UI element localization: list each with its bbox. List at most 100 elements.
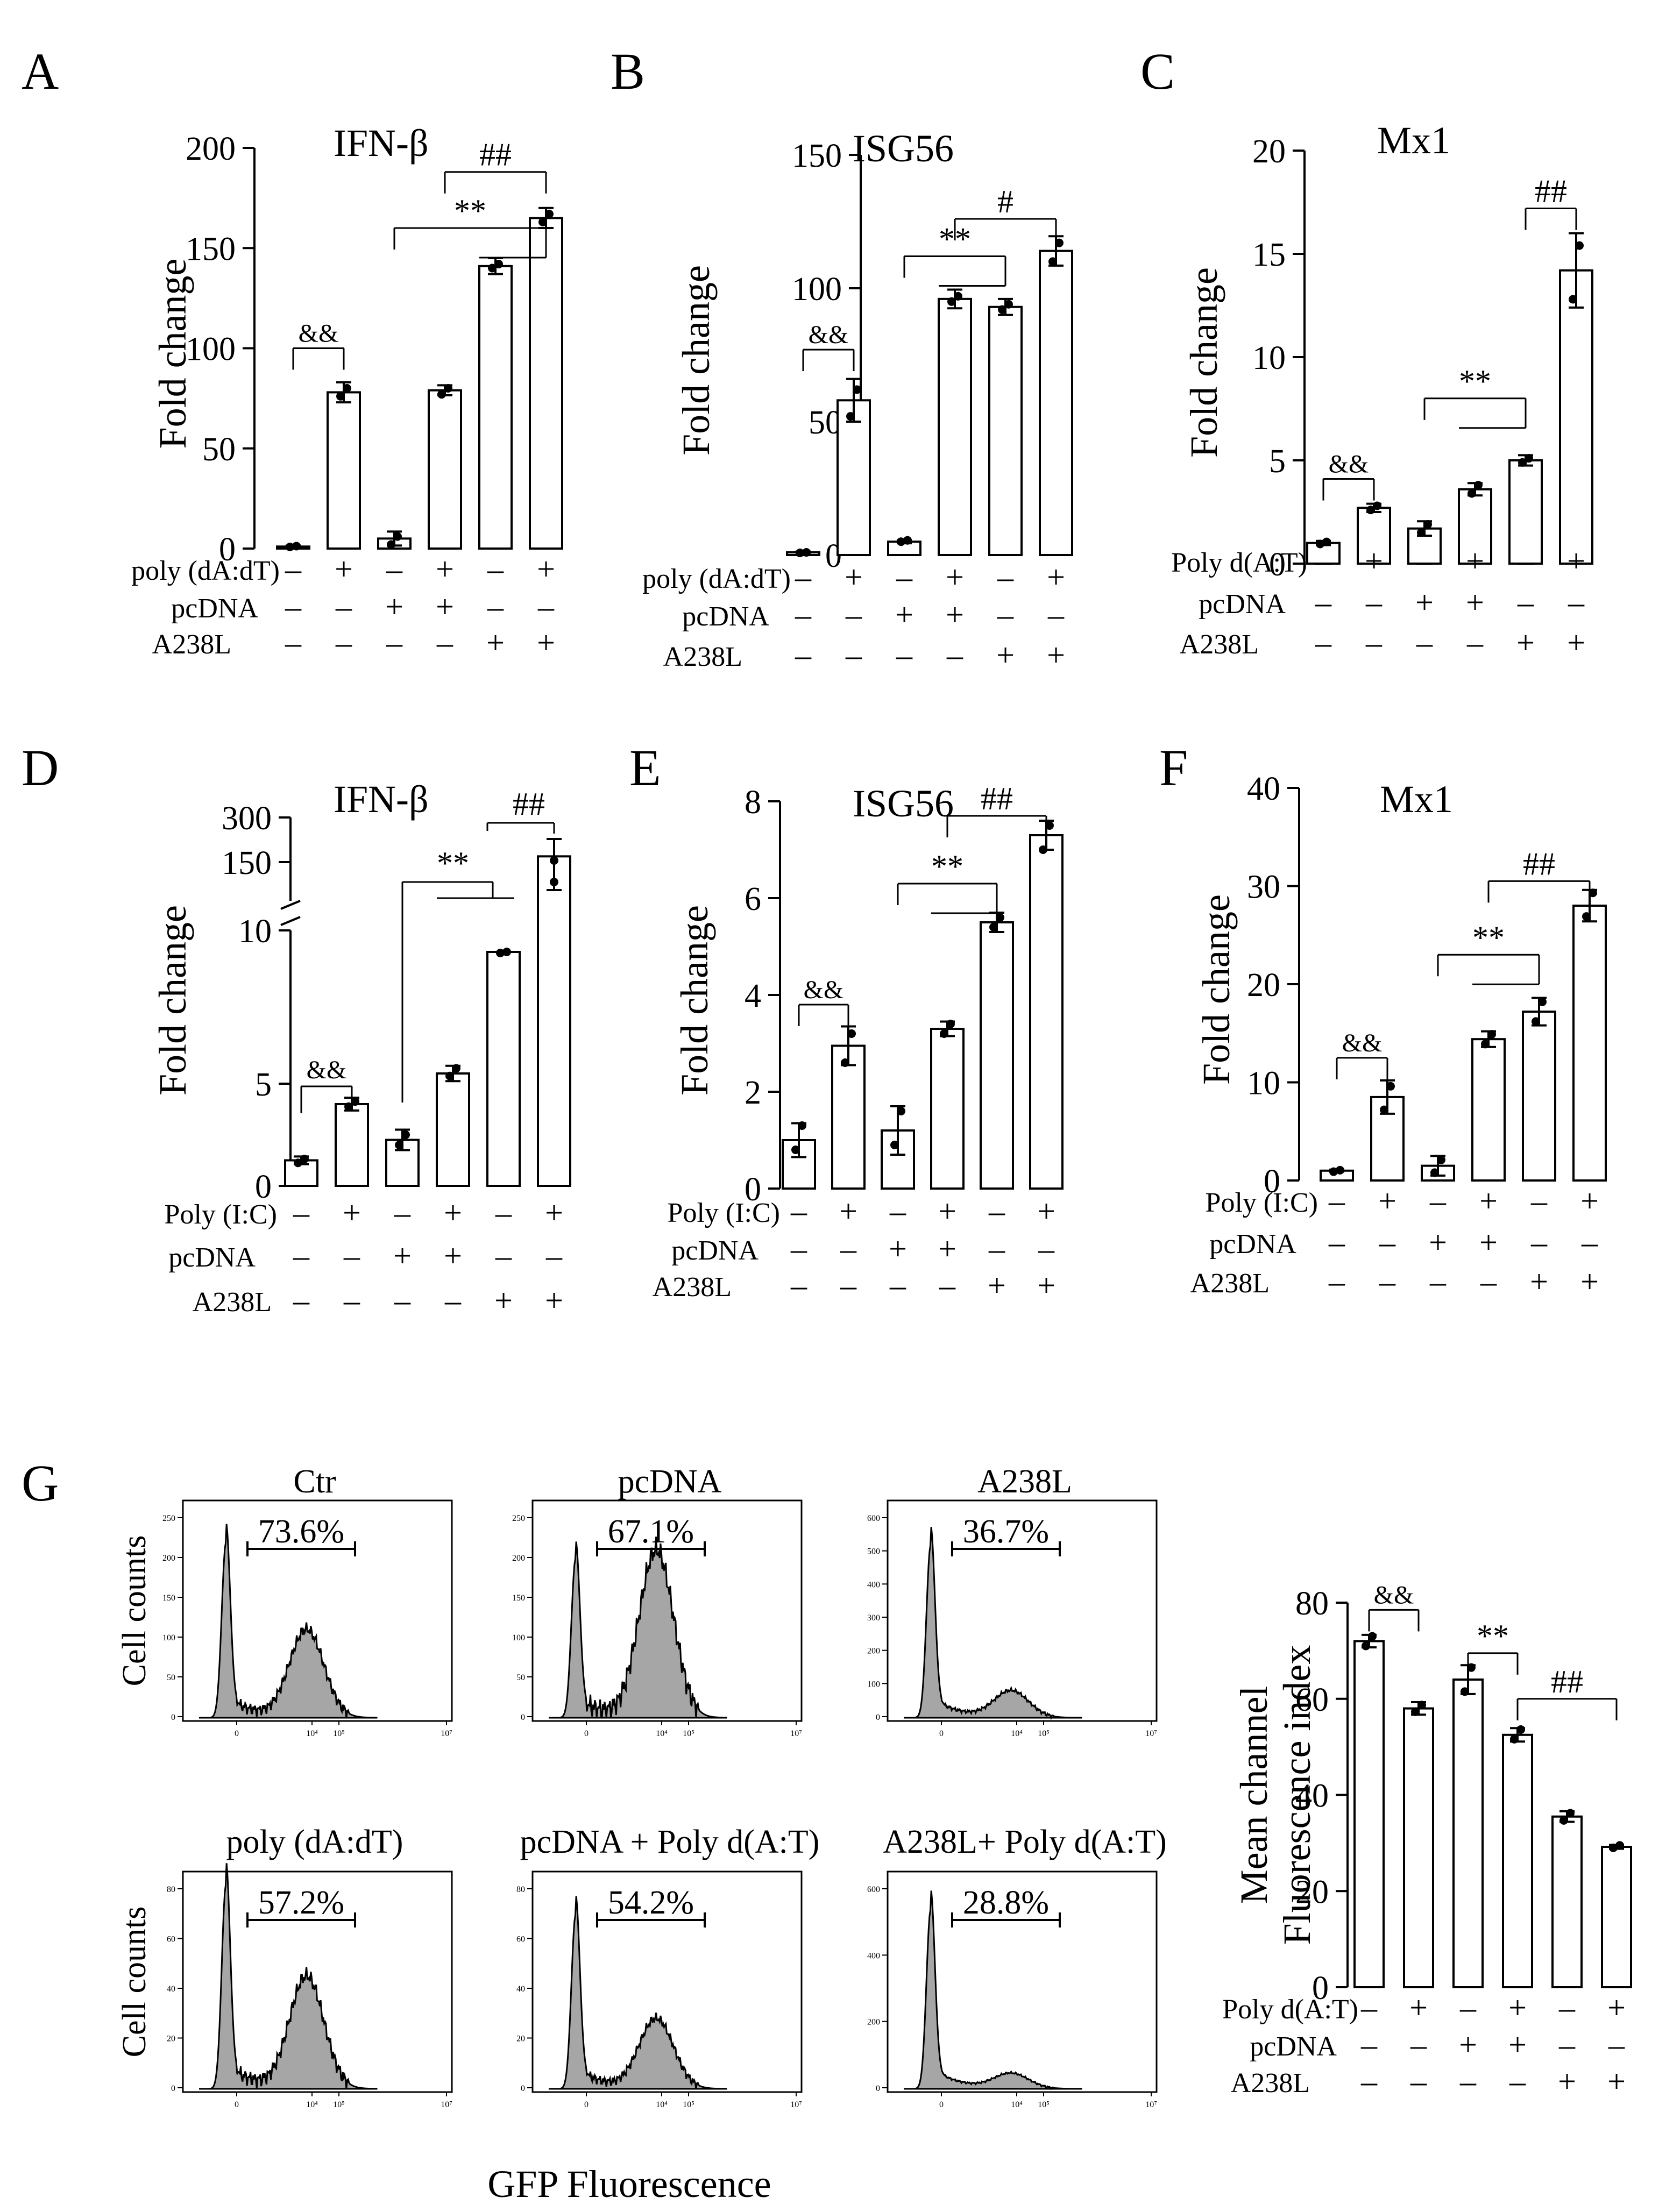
treatment-sign-g-bar: –	[1509, 2064, 1526, 2099]
y-tick-label-e: 2	[745, 1075, 761, 1111]
data-point-d	[550, 878, 558, 886]
treatment-sign-f: +	[1479, 1183, 1498, 1219]
treatment-sign-e: –	[889, 1268, 906, 1303]
histogram-y-tick-label: 0	[521, 2084, 525, 2093]
significance-mark-c: ##	[1535, 174, 1567, 209]
significance-mark-d: &&	[307, 1056, 347, 1084]
treatment-sign-g-bar: +	[1508, 1990, 1527, 2025]
treatment-sign-f: –	[1328, 1183, 1345, 1219]
significance-mark-a: ##	[479, 137, 512, 173]
y-axis-label-e: Fold change	[673, 905, 716, 1096]
data-point-f	[1487, 1030, 1496, 1039]
data-point-c	[1423, 520, 1432, 529]
treatment-sign-d: +	[444, 1195, 462, 1231]
y-tick-label-a: 50	[202, 431, 236, 468]
y-tick-label-g-bar: 0	[1312, 1970, 1329, 2007]
histogram-y-tick-label: 0	[521, 1713, 525, 1722]
histogram-title: poly (dA:dT)	[226, 1824, 403, 1860]
data-point-g-bar	[1417, 1701, 1426, 1710]
data-point-g-bar	[1411, 1707, 1420, 1716]
data-point-a	[393, 532, 402, 541]
treatment-sign-f: –	[1530, 1183, 1548, 1219]
data-point-f	[1538, 997, 1547, 1006]
data-point-f	[1430, 1168, 1439, 1177]
treatment-sign-c: +	[1466, 585, 1484, 620]
data-point-f	[1481, 1040, 1490, 1049]
x-axis-label-gfp: GFP Fluorescence	[487, 2163, 771, 2206]
treatment-sign-a: –	[537, 589, 555, 624]
significance-mark-f: ##	[1523, 846, 1555, 881]
treatment-sign-a: –	[386, 625, 403, 660]
data-point-f	[1589, 888, 1597, 898]
histogram-x-tick-label: 0	[235, 1729, 239, 1738]
treatment-sign-g-bar: +	[1558, 2064, 1576, 2099]
treatment-sign-g-bar: +	[1508, 2027, 1527, 2062]
data-point-b	[796, 549, 804, 558]
treatment-sign-c: –	[1416, 543, 1433, 579]
y-tick-label-a: 100	[186, 331, 236, 368]
y-tick-label-g-bar: 20	[1295, 1874, 1329, 1910]
bar-b	[988, 305, 1023, 556]
treatment-sign-b: –	[997, 559, 1014, 595]
treatment-sign-f: +	[1530, 1264, 1548, 1299]
treatment-sign-g-bar: –	[1360, 2027, 1378, 2062]
treatment-sign-c: +	[1567, 625, 1585, 660]
bar-f	[1522, 1011, 1556, 1182]
histogram-y-tick-label: 0	[876, 2084, 880, 2093]
data-point-b	[897, 537, 905, 546]
treatment-sign-e: –	[939, 1268, 956, 1303]
data-point-b	[1048, 257, 1057, 266]
histogram-title: A238L+ Poly d(A:T)	[883, 1824, 1166, 1860]
histogram-x-tick-label: 10⁴	[656, 2100, 668, 2109]
histogram-x-tick-label: 10⁷	[790, 1729, 802, 1738]
data-point-c	[1468, 489, 1476, 498]
y-tick-label-d: 0	[255, 1169, 272, 1205]
significance-mark-b: #	[997, 184, 1013, 219]
significance-mark-g-bar: **	[1477, 1618, 1509, 1654]
histogram-x-tick-label: 10⁷	[441, 2100, 452, 2109]
chart-title-e: ISG56	[853, 782, 954, 825]
significance-mark-g-bar: ##	[1551, 1664, 1583, 1699]
significance-mark-a: &&	[299, 319, 339, 348]
y-tick-label-c: 15	[1252, 237, 1286, 273]
treatment-sign-b: –	[946, 637, 963, 673]
data-point-d	[550, 856, 558, 865]
bar-a	[478, 265, 513, 550]
treatment-sign-g-bar: +	[1607, 1990, 1626, 2025]
data-point-a	[343, 384, 351, 393]
significance-mark-d: **	[437, 845, 469, 881]
treatment-sign-c: +	[1466, 543, 1484, 579]
treatment-sign-g-bar: +	[1607, 2064, 1626, 2099]
y-tick-label-g-bar: 80	[1295, 1585, 1329, 1622]
histogram-distribution	[549, 1896, 727, 2090]
treatment-sign-a: +	[537, 625, 555, 660]
treatment-sign-a: +	[436, 589, 454, 624]
treatment-sign-d: –	[495, 1195, 512, 1231]
treatment-sign-g-bar: –	[1360, 1990, 1378, 2025]
histogram-y-tick-label: 200	[867, 1647, 880, 1656]
y-tick-label-d: 5	[255, 1066, 272, 1103]
treatment-sign-g-bar: –	[1558, 2027, 1576, 2062]
treatment-sign-a: –	[335, 589, 352, 624]
histogram-x-tick-label: 10⁵	[683, 2100, 694, 2109]
data-point-d	[452, 1064, 460, 1073]
y-tick-label-a: 150	[186, 231, 236, 267]
treatment-sign-e: +	[988, 1268, 1006, 1303]
y-axis-label-a: Fold change	[151, 259, 194, 449]
y-axis-label-g-bar-line2: Fluorescence index	[1275, 1645, 1318, 1945]
data-point-c	[1366, 506, 1375, 515]
treatment-label-d: A238L	[193, 1287, 272, 1318]
treatment-sign-g-bar: –	[1410, 2064, 1427, 2099]
data-point-b	[998, 305, 1006, 314]
treatment-sign-f: +	[1479, 1225, 1498, 1260]
bar-g-bar	[1353, 1640, 1385, 1988]
treatment-sign-b: +	[946, 597, 964, 632]
treatment-sign-f: –	[1429, 1264, 1447, 1299]
treatment-sign-b: –	[795, 597, 812, 632]
chart-title-b: ISG56	[853, 127, 954, 170]
data-point-e	[1045, 821, 1054, 830]
data-point-d	[395, 1141, 403, 1149]
y-tick-label-g-bar: 40	[1295, 1778, 1329, 1815]
histogram-y-tick-label: 100	[512, 1633, 525, 1642]
